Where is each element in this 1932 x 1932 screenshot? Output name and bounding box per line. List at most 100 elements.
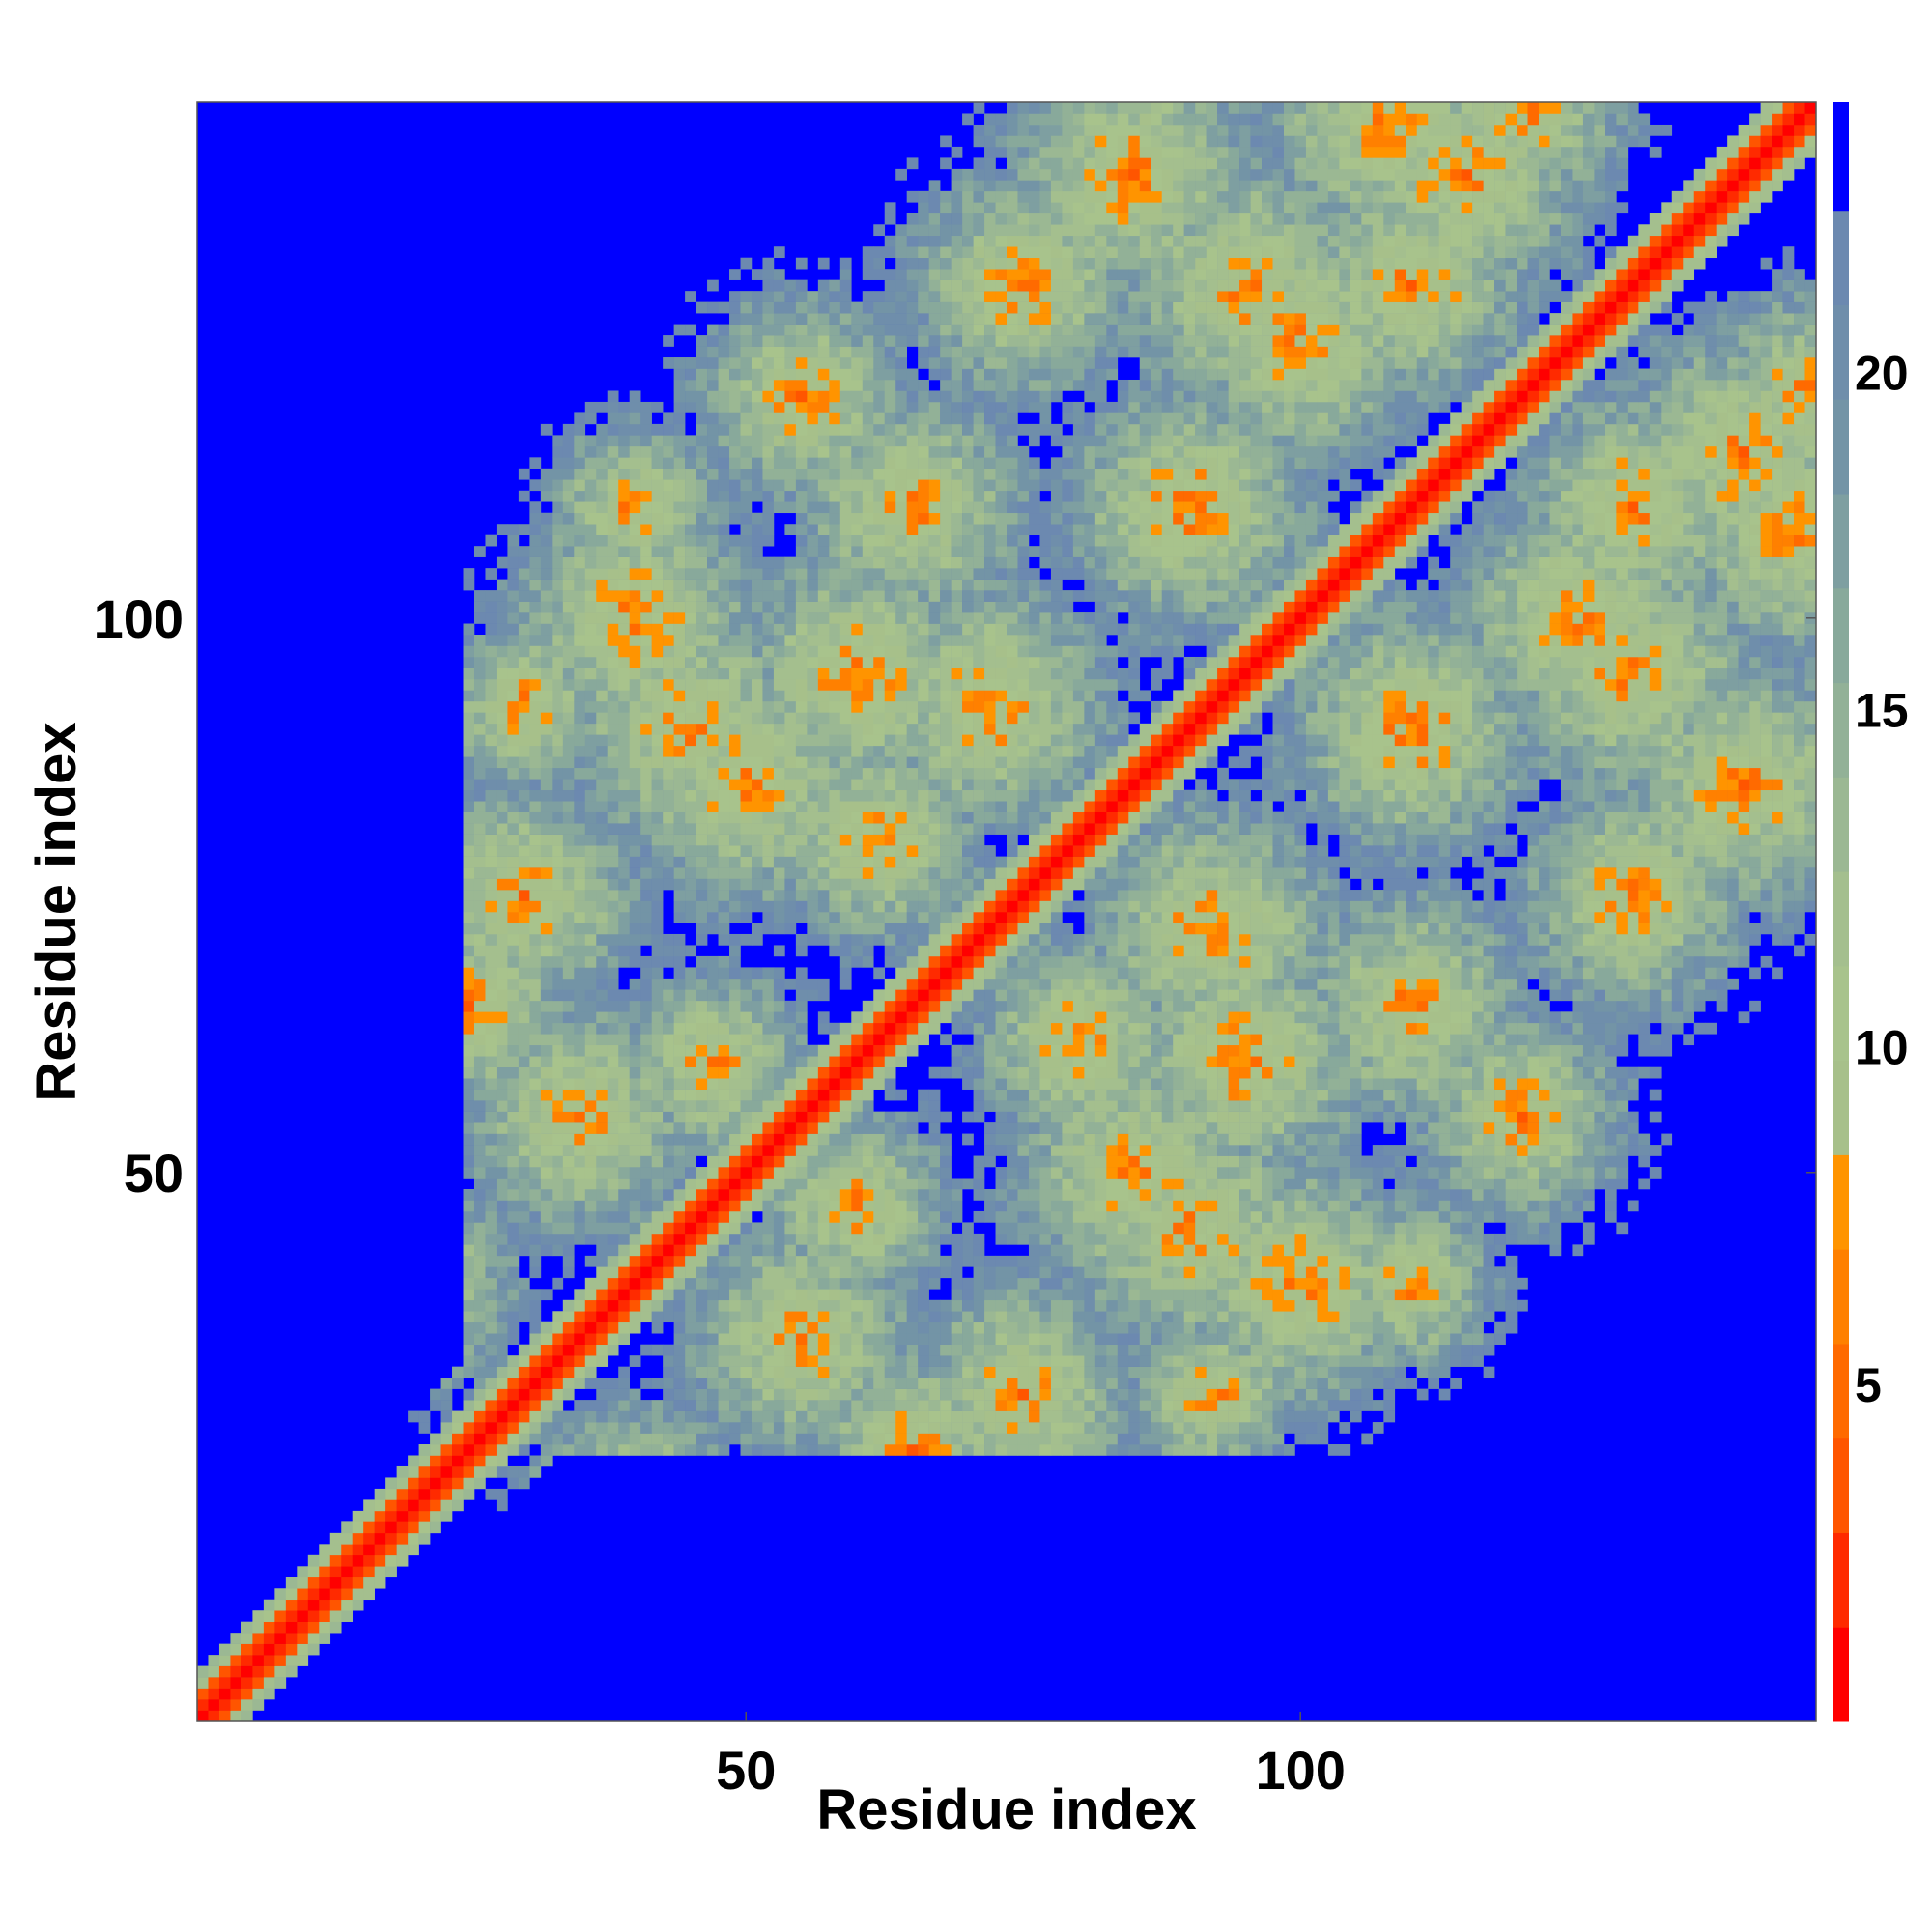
heatmap-cell — [851, 1155, 864, 1168]
heatmap-cell — [1228, 1255, 1240, 1267]
heatmap-cell — [685, 1178, 696, 1190]
heatmap-cell — [463, 1410, 475, 1423]
heatmap-cell — [1339, 1400, 1351, 1411]
heatmap-cell — [1039, 1122, 1052, 1134]
heatmap-cell — [385, 1554, 397, 1567]
heatmap-cell — [673, 546, 686, 557]
heatmap-cell — [618, 712, 630, 724]
heatmap-cell — [651, 845, 664, 857]
heatmap-cell — [1572, 1244, 1584, 1257]
heatmap-cell — [707, 1388, 719, 1401]
heatmap-cell — [928, 1167, 941, 1179]
heatmap-cell — [740, 1111, 753, 1123]
heatmap-cell — [973, 1321, 985, 1334]
heatmap-cell — [773, 811, 785, 824]
heatmap-cell — [729, 1145, 741, 1156]
heatmap-cell — [718, 867, 730, 879]
heatmap-cell — [1406, 1222, 1418, 1235]
heatmap-cell — [707, 579, 719, 591]
heatmap-cell — [1305, 1200, 1318, 1212]
heatmap-cell — [1394, 1155, 1406, 1168]
heatmap-cell — [1361, 1333, 1374, 1345]
heatmap-cell — [607, 955, 619, 968]
heatmap-cell — [518, 1210, 530, 1223]
heatmap-cell — [640, 712, 652, 724]
heatmap-cell — [629, 1155, 641, 1168]
heatmap-cell — [1217, 1188, 1229, 1201]
heatmap-cell — [1195, 1155, 1207, 1168]
heatmap-cell — [363, 1554, 375, 1567]
heatmap-cell — [263, 1621, 275, 1634]
heatmap-cell — [918, 1344, 929, 1356]
heatmap-cell — [1383, 1155, 1396, 1168]
heatmap-cell — [807, 1244, 819, 1257]
heatmap-cell — [640, 789, 652, 802]
heatmap-cell — [629, 933, 641, 946]
heatmap-cell — [1339, 1321, 1351, 1334]
heatmap-cell — [1372, 1255, 1384, 1267]
heatmap-cell — [1173, 1311, 1184, 1323]
heatmap-cell — [696, 1000, 708, 1012]
heatmap-cell — [285, 1621, 298, 1634]
heatmap-cell — [751, 1188, 763, 1201]
heatmap-cell — [751, 1155, 763, 1168]
heatmap-cell — [629, 1255, 641, 1267]
heatmap-cell — [740, 1410, 753, 1423]
heatmap-cell — [696, 912, 708, 923]
heatmap-cell — [1317, 1222, 1329, 1235]
heatmap-cell — [574, 1299, 586, 1312]
heatmap-cell — [884, 1155, 896, 1168]
heatmap-cell — [540, 534, 553, 547]
heatmap-cell — [685, 668, 696, 680]
heatmap-cell — [1394, 1289, 1406, 1301]
heatmap-cell — [1139, 1433, 1151, 1445]
heatmap-cell — [463, 834, 475, 846]
heatmap-cell — [718, 379, 730, 391]
heatmap-cell — [685, 1344, 696, 1356]
heatmap-cell — [1084, 1222, 1096, 1235]
heatmap-cell — [685, 324, 696, 336]
heatmap-cell — [762, 346, 775, 358]
heatmap-cell — [1560, 1145, 1573, 1156]
heatmap-cell — [1139, 1200, 1151, 1212]
heatmap-cell — [740, 445, 753, 458]
heatmap-cell — [740, 291, 753, 302]
heatmap-cell — [1438, 1255, 1451, 1267]
heatmap-cell — [1383, 1200, 1396, 1212]
heatmap-cell — [962, 1400, 974, 1411]
heatmap-cell — [773, 645, 785, 658]
heatmap-cell — [762, 1034, 775, 1046]
heatmap-cell — [751, 1366, 763, 1378]
heatmap-cell — [673, 1433, 686, 1445]
heatmap-cell — [1106, 1400, 1119, 1411]
heatmap-cell — [795, 568, 808, 580]
heatmap-cell — [1294, 1378, 1307, 1389]
heatmap-cell — [1072, 1188, 1085, 1201]
heatmap-cell — [1161, 1178, 1174, 1190]
heatmap-cell — [352, 1532, 364, 1545]
heatmap-cell — [1007, 1145, 1018, 1156]
heatmap-cell — [1239, 1222, 1251, 1235]
heatmap-cell — [795, 912, 808, 923]
heatmap-cell — [440, 1410, 453, 1423]
heatmap-cell — [640, 978, 652, 990]
heatmap-cell — [696, 601, 708, 613]
heatmap-cell — [995, 1145, 1008, 1156]
heatmap-cell — [729, 801, 741, 812]
heatmap-cell — [707, 801, 719, 812]
heatmap-cell — [1072, 1222, 1085, 1235]
heatmap-cell — [751, 823, 763, 835]
heatmap-cell — [740, 612, 753, 624]
heatmap-cell — [762, 423, 775, 436]
heatmap-cell — [1305, 1255, 1318, 1267]
heatmap-cell — [607, 1034, 619, 1046]
heatmap-cell — [762, 556, 775, 569]
heatmap-cell — [884, 1366, 896, 1378]
heatmap-cell — [762, 1188, 775, 1201]
heatmap-cell — [1028, 1344, 1040, 1356]
heatmap-cell — [729, 890, 741, 901]
heatmap-cell — [552, 933, 564, 946]
heatmap-cell — [352, 1521, 364, 1534]
heatmap-cell — [663, 1167, 674, 1179]
heatmap-cell — [839, 1444, 852, 1456]
